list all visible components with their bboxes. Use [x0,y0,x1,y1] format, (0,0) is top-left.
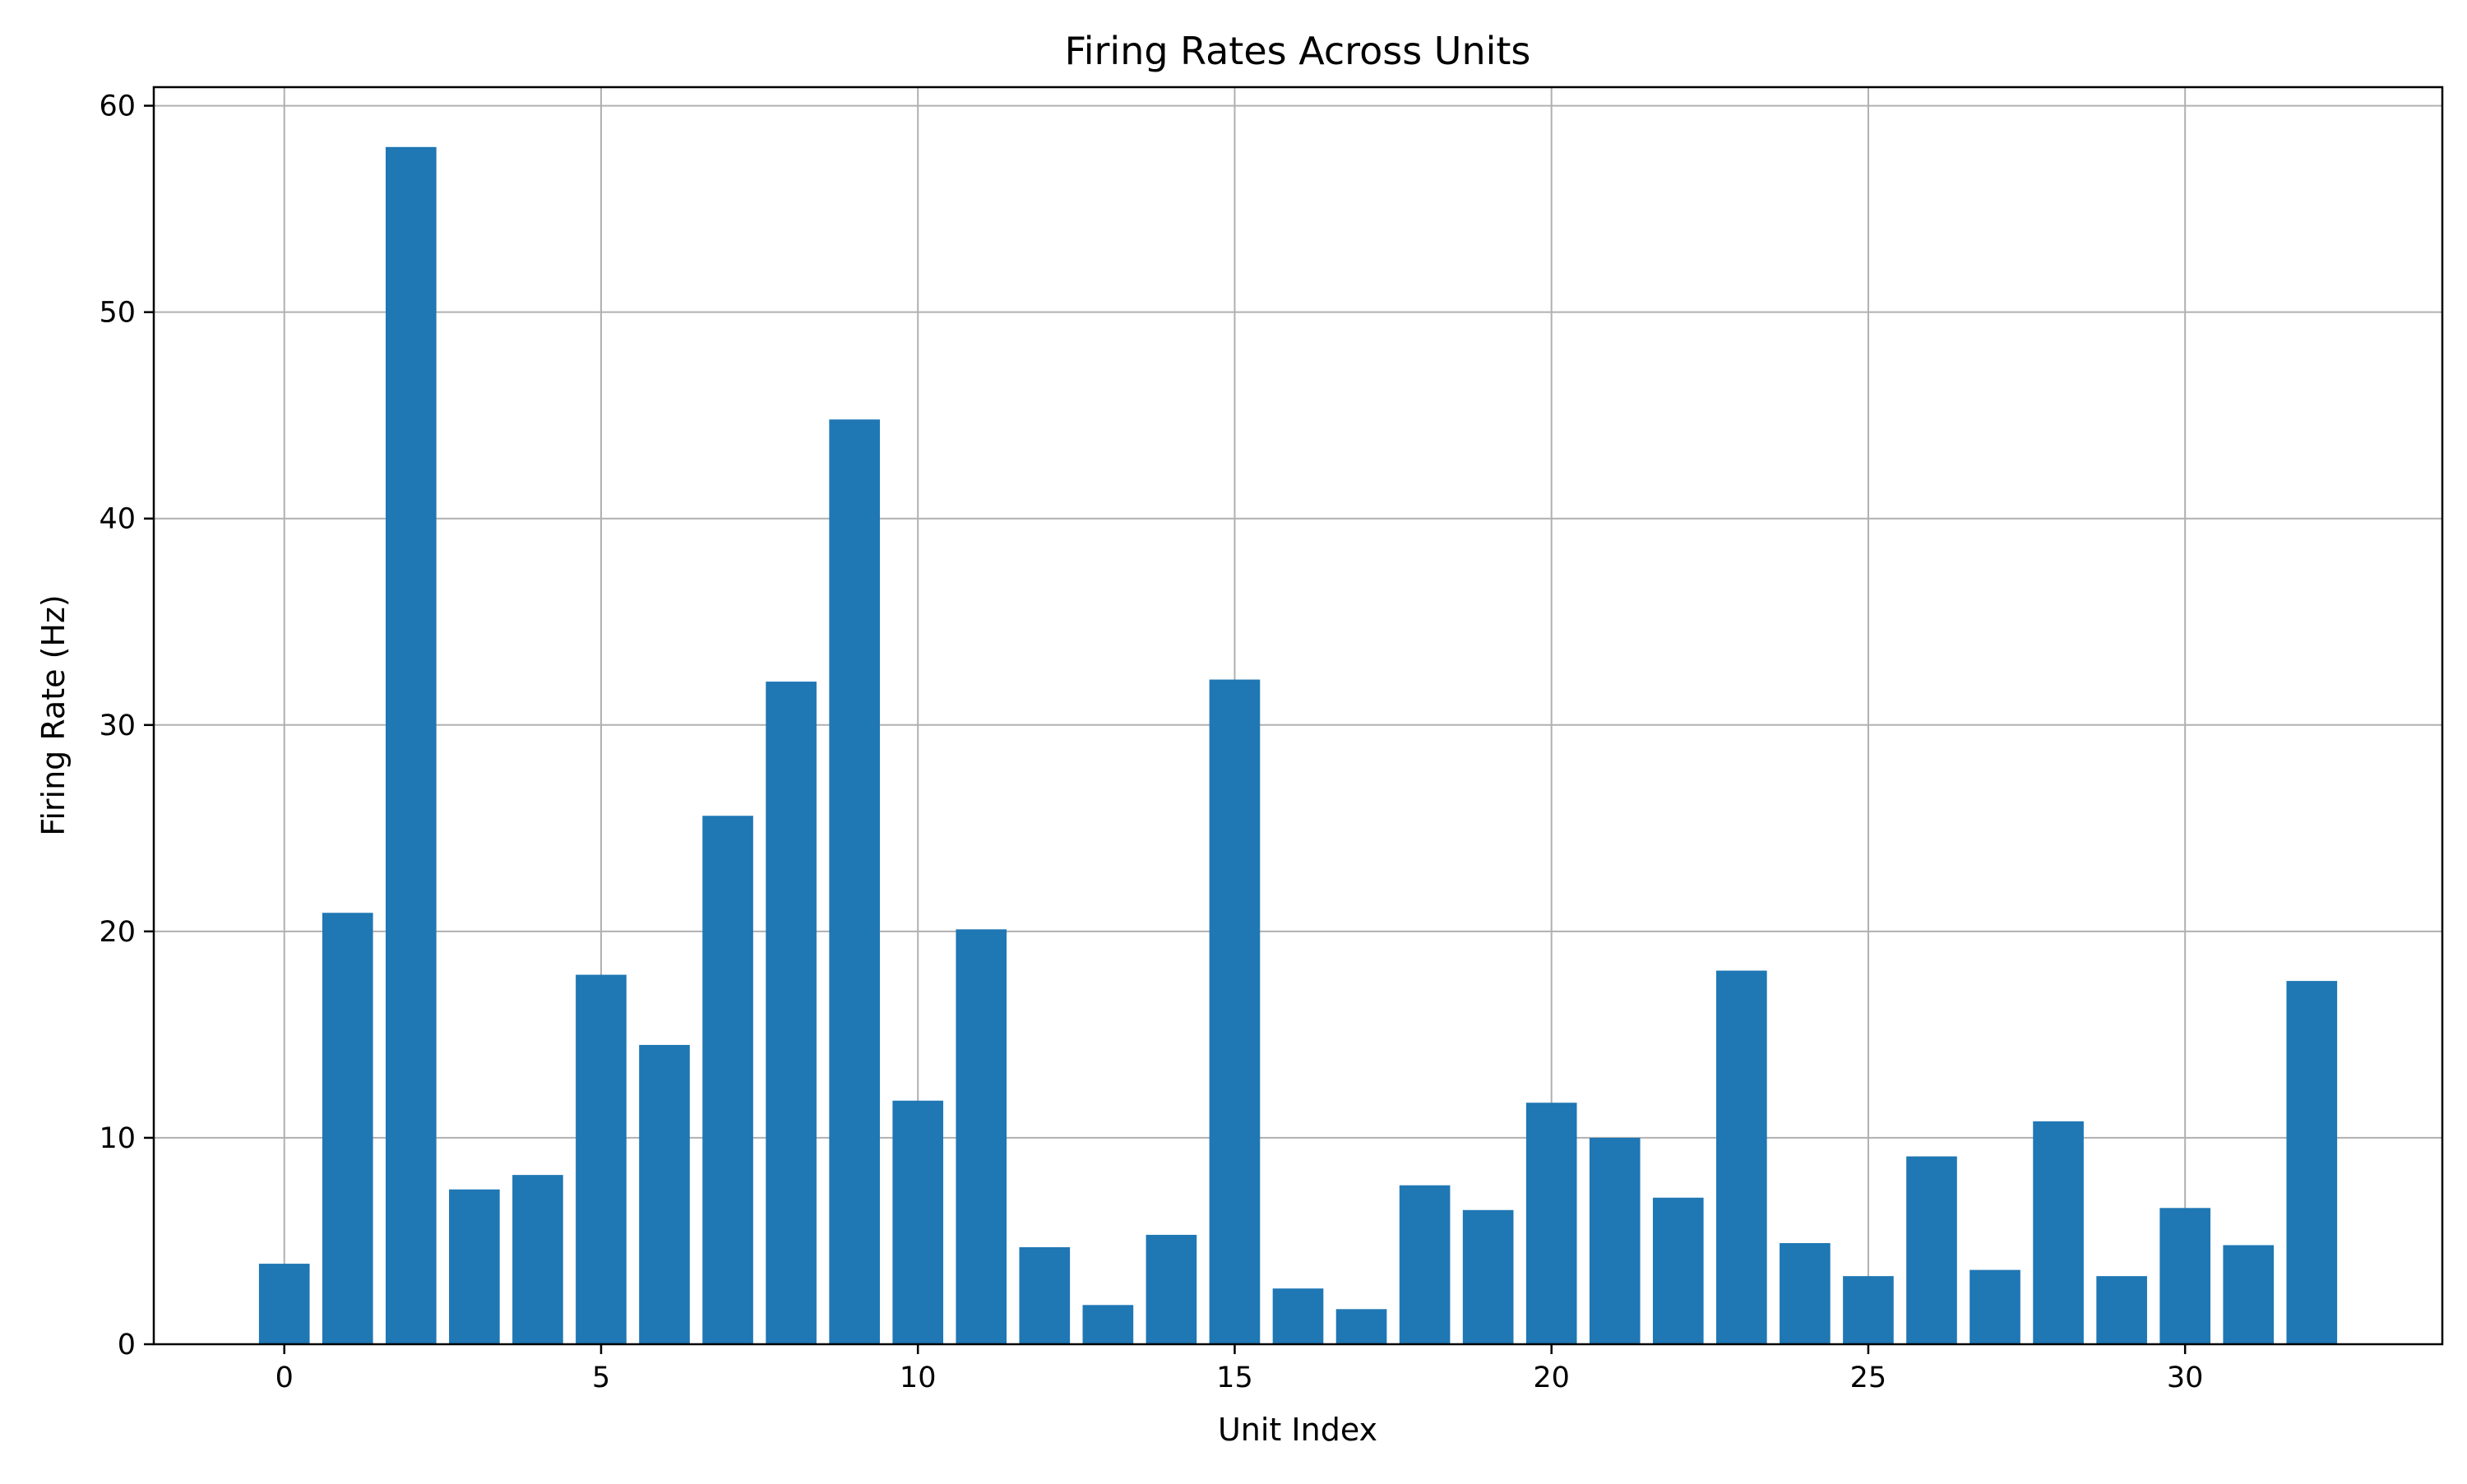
bar-unit-12 [1019,1246,1071,1344]
chart-title: Firing Rates Across Units [1065,29,1531,73]
bar-unit-23 [1716,970,1767,1344]
y-tick-label: 40 [99,503,136,536]
plot-frame [152,86,2444,1346]
bar-unit-5 [576,974,627,1344]
y-tick-label: 50 [99,297,136,330]
bar-unit-4 [512,1175,563,1344]
bar-unit-32 [2286,981,2338,1344]
y-tick-label: 0 [118,1329,136,1361]
bar-unit-14 [1146,1234,1197,1344]
x-tick-label: 25 [1850,1361,1887,1394]
bar-unit-11 [956,929,1007,1344]
y-tick-label: 20 [99,916,136,949]
x-tick-label: 0 [275,1361,294,1394]
y-tick-label: 10 [99,1122,136,1155]
bar-unit-30 [2159,1208,2211,1344]
bar-unit-8 [766,682,817,1344]
x-tick-label: 10 [900,1361,937,1394]
bar-unit-17 [1335,1309,1387,1344]
y-tick-label: 60 [99,90,136,123]
x-tick-label: 15 [1216,1361,1253,1394]
bar-unit-1 [322,913,373,1344]
bar-unit-26 [1906,1156,1957,1344]
y-axis-label: Firing Rate (Hz) [35,594,72,836]
bar-unit-21 [1589,1137,1641,1344]
bar-unit-27 [1969,1269,2020,1344]
bar-unit-16 [1272,1288,1324,1344]
bar-unit-15 [1209,679,1261,1344]
bar-unit-10 [892,1100,944,1344]
bar-unit-31 [2223,1245,2275,1344]
x-tick-label: 30 [2167,1361,2204,1394]
bar-unit-22 [1652,1197,1704,1344]
x-tick-label: 5 [592,1361,610,1394]
bar-unit-28 [2033,1121,2084,1344]
x-tick-label: 20 [1533,1361,1570,1394]
bar-unit-7 [702,816,753,1344]
bar-unit-0 [258,1264,310,1344]
bar-unit-19 [1462,1209,1514,1344]
bar-unit-29 [2096,1276,2147,1344]
x-axis-label: Unit Index [1218,1412,1377,1448]
bar-unit-25 [1843,1276,1894,1344]
bar-unit-24 [1780,1242,1831,1344]
bar-unit-9 [829,419,880,1344]
grid-layer [154,87,2442,1345]
bar-unit-13 [1082,1305,1134,1344]
bar-unit-20 [1525,1103,1577,1344]
bar-unit-2 [385,146,437,1344]
bars-layer [258,146,2338,1344]
ticks-layer: 0 5 10 15 20 25 30 0 10 20 30 40 50 60 [99,90,2203,1394]
bar-unit-3 [449,1189,500,1344]
bar-unit-6 [639,1044,690,1344]
bar-unit-18 [1399,1185,1451,1344]
y-tick-label: 30 [99,710,136,742]
